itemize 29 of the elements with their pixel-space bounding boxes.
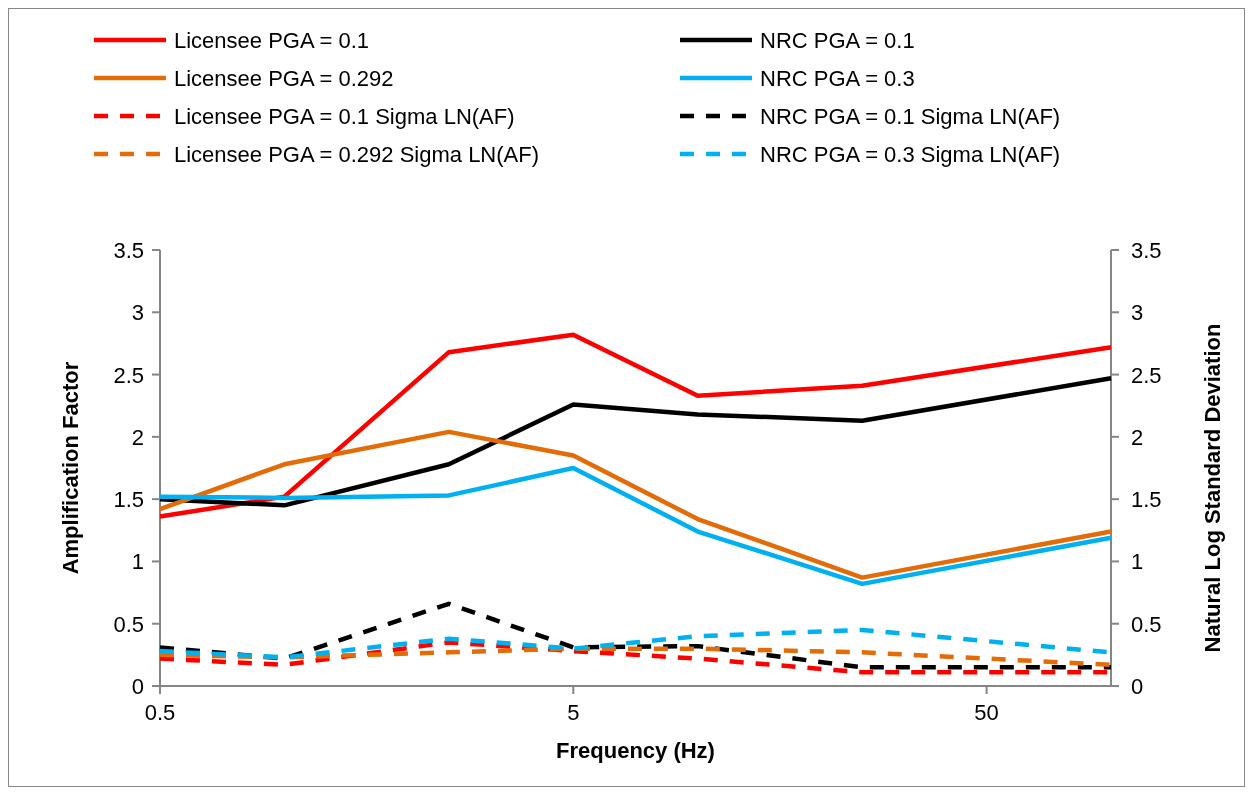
y2-tick-label: 3 <box>1131 300 1144 326</box>
legend-label: NRC PGA = 0.1 Sigma LN(AF) <box>760 104 1061 129</box>
legend-label: Licensee PGA = 0.292 Sigma LN(AF) <box>174 142 540 167</box>
y2-tick-label: 1.5 <box>1131 487 1162 513</box>
y-tick-label: 3.5 <box>113 238 144 263</box>
legend-label: Licensee PGA = 0.1 Sigma LN(AF) <box>174 104 515 129</box>
x-tick-label: 50 <box>974 700 999 725</box>
y-tick-label: 2.5 <box>113 362 144 388</box>
y-tick-label: 0.5 <box>113 611 144 637</box>
legend-label: NRC PGA = 0.3 Sigma LN(AF) <box>760 142 1061 167</box>
legend-label: Licensee PGA = 0.1 <box>174 28 370 53</box>
y2-tick-label: 2 <box>1131 424 1144 450</box>
y-tick-label: 1 <box>131 549 144 575</box>
y-tick-label: 3 <box>131 300 144 326</box>
y2-tick-label: 1 <box>1131 549 1144 575</box>
y2-tick-label: 0 <box>1131 674 1144 699</box>
y2-axis-title: Natural Log Standard Deviation <box>1200 323 1225 653</box>
legend-label: NRC PGA = 0.1 <box>760 28 915 53</box>
y2-tick-label: 3.5 <box>1131 238 1162 263</box>
legend-label: NRC PGA = 0.3 <box>760 66 915 91</box>
y2-tick-label: 2.5 <box>1131 362 1162 388</box>
x-tick-label: 5 <box>567 700 580 725</box>
legend-label: Licensee PGA = 0.292 <box>174 66 394 91</box>
y-tick-label: 1.5 <box>113 487 144 513</box>
x-axis-title: Frequency (Hz) <box>556 738 715 763</box>
y-axis-title: Amplification Factor <box>58 361 83 575</box>
y-tick-label: 0 <box>131 674 144 699</box>
y-tick-label: 2 <box>131 424 144 450</box>
y2-tick-label: 0.5 <box>1131 611 1162 637</box>
